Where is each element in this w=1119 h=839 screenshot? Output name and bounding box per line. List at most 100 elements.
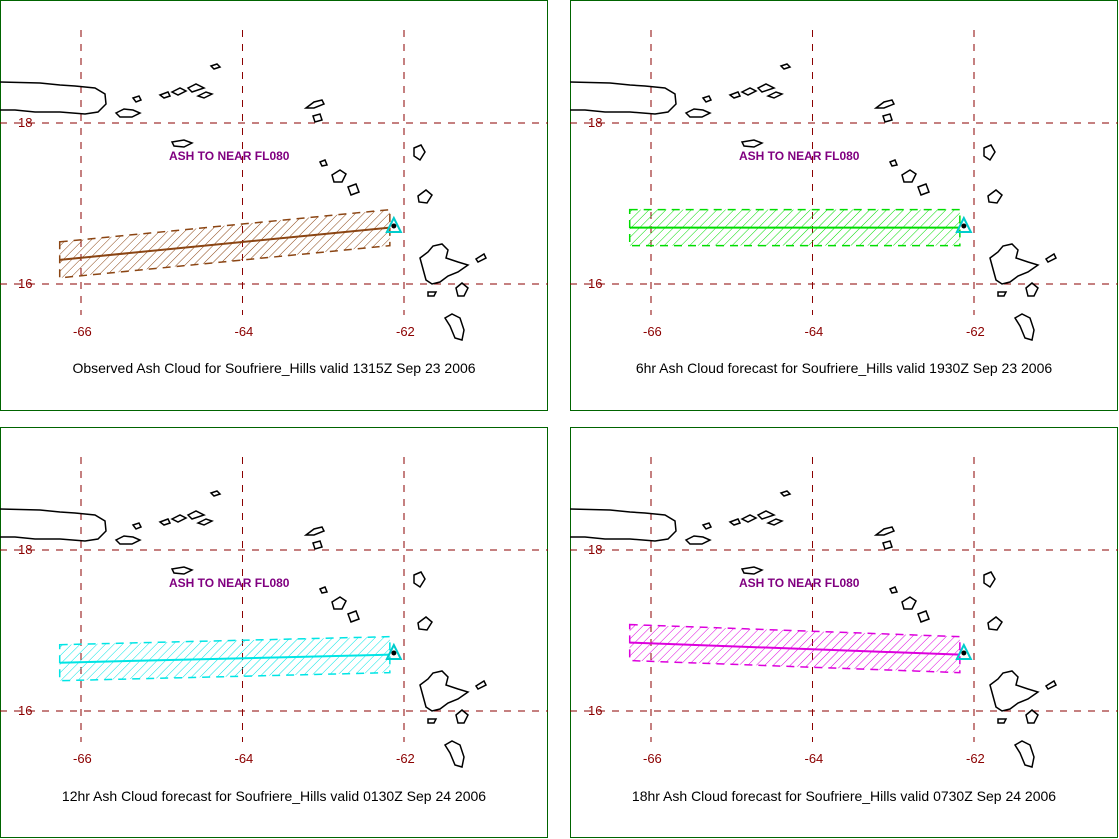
coastline [419, 243, 470, 285]
coastline [1013, 313, 1035, 341]
coastline [1044, 679, 1058, 690]
coastline [170, 139, 194, 148]
coastline [209, 490, 222, 497]
ash-altitude-annotation: ASH TO NEAR FL080 [739, 149, 860, 163]
coastline [312, 113, 323, 123]
coastline [1044, 252, 1058, 263]
coastline [901, 169, 917, 183]
panel-caption: 18hr Ash Cloud forecast for Soufriere_Hi… [631, 788, 1057, 804]
coastline [158, 91, 172, 99]
volcano-icon [955, 642, 973, 661]
lon-label: -64 [235, 324, 254, 339]
panel-border [570, 427, 1118, 838]
ash-panel-6hr: -66 -64 -62 18 16 ASH TO NEAR FL080 6hr Ash Cl… [570, 0, 1118, 411]
lat-label: 16 [588, 703, 602, 718]
panel-border [570, 0, 1118, 411]
coastline [417, 189, 433, 204]
lon-label: -64 [235, 751, 254, 766]
ash-panel-12hr: -66 -64 -62 18 16 ASH TO NEAR FL080 12hr Ash C… [0, 427, 548, 838]
lat-label: 16 [18, 703, 32, 718]
lon-label: -62 [966, 324, 985, 339]
coastline [987, 616, 1003, 631]
volcano-icon [385, 642, 403, 661]
lon-label: -64 [805, 751, 824, 766]
lon-label: -66 [643, 324, 662, 339]
lon-label: -66 [73, 751, 92, 766]
coastline [331, 169, 347, 183]
coastline [728, 518, 742, 526]
coastline [131, 95, 143, 103]
coastline [570, 81, 677, 115]
coastline [756, 83, 776, 93]
coastline [701, 522, 713, 530]
map-svg: -66 -64 -62 18 16 ASH TO NEAR FL080 [570, 0, 1118, 411]
coastline [740, 514, 758, 523]
coastline [196, 91, 214, 99]
coastline [474, 679, 488, 690]
coastline [114, 535, 142, 545]
coastline [989, 243, 1040, 285]
coastline [413, 571, 426, 589]
coastline [303, 526, 326, 536]
ash-altitude-annotation: ASH TO NEAR FL080 [169, 576, 290, 590]
panel-border [0, 427, 548, 838]
map-svg: -66 -64 -62 18 16 ASH TO NEAR FL080 [570, 427, 1118, 838]
volcano-vent-icon [961, 650, 967, 656]
coastline [443, 313, 465, 341]
ash-panel-observed: -66 -64 -62 18 16 ASH TO NEAR FL080 Observed A… [0, 0, 548, 411]
coastline [417, 616, 433, 631]
coastline [779, 63, 792, 70]
coastline [983, 571, 996, 589]
coastline [873, 526, 896, 536]
coastline [318, 159, 329, 167]
volcano-vent-icon [391, 223, 397, 229]
panel-border [0, 0, 548, 411]
coastline [917, 610, 930, 623]
coastline [455, 709, 469, 724]
coastline [570, 508, 677, 542]
ash-altitude-annotation: ASH TO NEAR FL080 [739, 576, 860, 590]
coastline [186, 510, 206, 520]
lon-label: -62 [396, 751, 415, 766]
coastline [917, 183, 930, 196]
lat-label: 18 [588, 115, 602, 130]
coastline [347, 183, 360, 196]
panel-caption: 12hr Ash Cloud forecast for Soufriere_Hi… [61, 788, 487, 804]
coastline [419, 670, 470, 712]
coastline [740, 87, 758, 96]
coastline [427, 291, 438, 297]
panel-caption: Observed Ash Cloud for Soufriere_Hills v… [72, 360, 476, 376]
coastline [347, 610, 360, 623]
coastline [756, 510, 776, 520]
coastline [312, 540, 323, 550]
coastline [413, 144, 426, 162]
coastline [728, 91, 742, 99]
lat-label: 18 [18, 542, 32, 557]
panel-caption: 6hr Ash Cloud forecast for Soufriere_Hil… [635, 360, 1053, 376]
coastline [1025, 282, 1039, 297]
coastline [158, 518, 172, 526]
coastline [701, 95, 713, 103]
ash-trajectory-line [59, 226, 390, 261]
coastline [170, 514, 188, 523]
coastline [997, 718, 1008, 724]
coastline [740, 139, 764, 148]
coastline [427, 718, 438, 724]
coastline [170, 87, 188, 96]
lon-label: -66 [73, 324, 92, 339]
coastline [0, 508, 107, 542]
coastline [873, 99, 896, 109]
lat-label: 18 [18, 115, 32, 130]
volcano-icon [955, 215, 973, 234]
coastline [196, 518, 214, 526]
coastline [170, 566, 194, 575]
coastline [186, 83, 206, 93]
coastline [0, 81, 107, 115]
coastline [983, 144, 996, 162]
coastline [882, 113, 893, 123]
volcano-vent-icon [391, 650, 397, 656]
coastline [888, 159, 899, 167]
coastline [443, 740, 465, 768]
coastline [779, 490, 792, 497]
volcano-vent-icon [961, 223, 967, 229]
